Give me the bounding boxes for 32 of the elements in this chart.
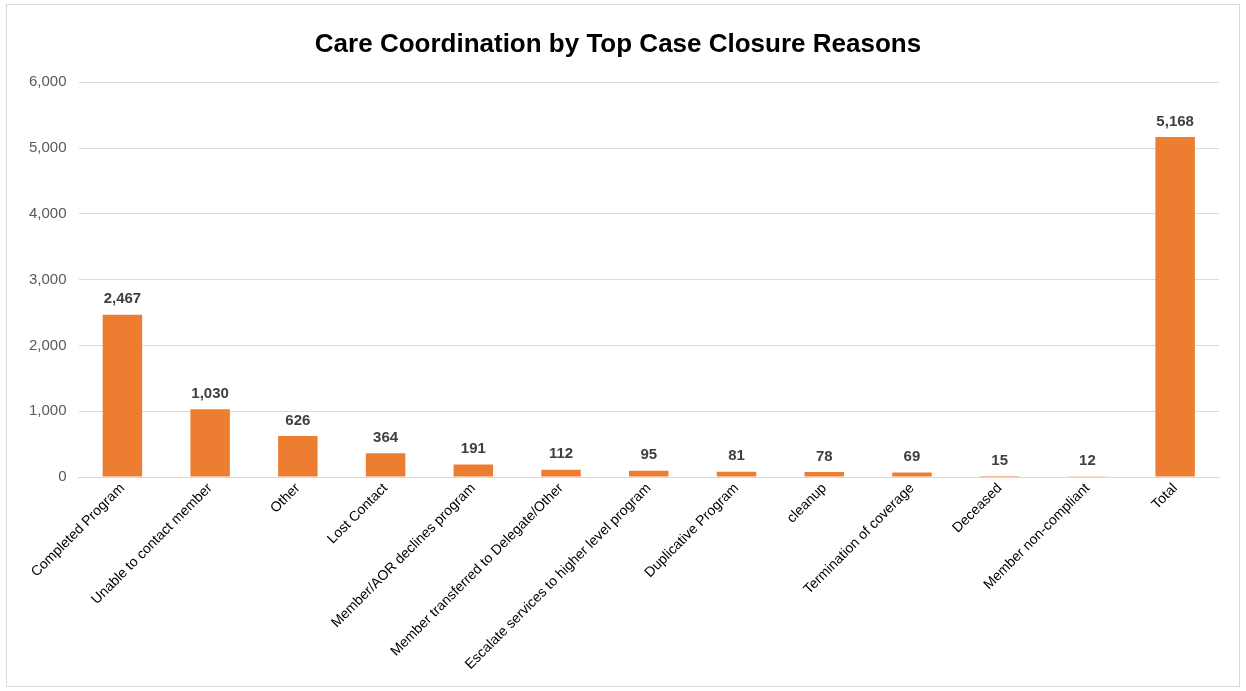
data-label: 95	[640, 445, 658, 463]
chart-title: Care Coordination by Top Case Closure Reasons	[314, 27, 922, 58]
data-label: 78	[815, 446, 833, 464]
bar	[190, 409, 230, 477]
y-tick-label: 1,000	[28, 401, 67, 419]
data-label: 191	[460, 439, 486, 457]
bar	[716, 471, 757, 477]
bar	[804, 471, 844, 477]
data-label: 112	[548, 444, 574, 462]
y-tick-label: 4,000	[28, 203, 67, 221]
data-label: 12	[1079, 450, 1096, 468]
bar	[453, 464, 494, 477]
bar	[278, 435, 318, 477]
data-label: 5,168	[1156, 111, 1194, 129]
data-label: 626	[285, 410, 311, 428]
bar	[365, 453, 406, 477]
data-label: 15	[991, 450, 1009, 468]
y-tick-label: 2,000	[28, 335, 67, 353]
bar	[629, 470, 669, 477]
data-label: 69	[903, 447, 921, 465]
y-tick-label: 6,000	[28, 72, 67, 90]
bar	[1155, 136, 1195, 477]
data-label: 1,030	[191, 383, 229, 401]
bar	[892, 472, 932, 477]
y-tick-label: 5,000	[28, 138, 67, 156]
data-label: 364	[373, 427, 399, 445]
data-label: 81	[728, 446, 745, 464]
data-label: 2,467	[103, 289, 142, 307]
bar	[102, 314, 143, 477]
bar	[541, 469, 581, 477]
y-tick-label: 3,000	[28, 269, 67, 287]
y-tick-label: 0	[58, 467, 67, 485]
